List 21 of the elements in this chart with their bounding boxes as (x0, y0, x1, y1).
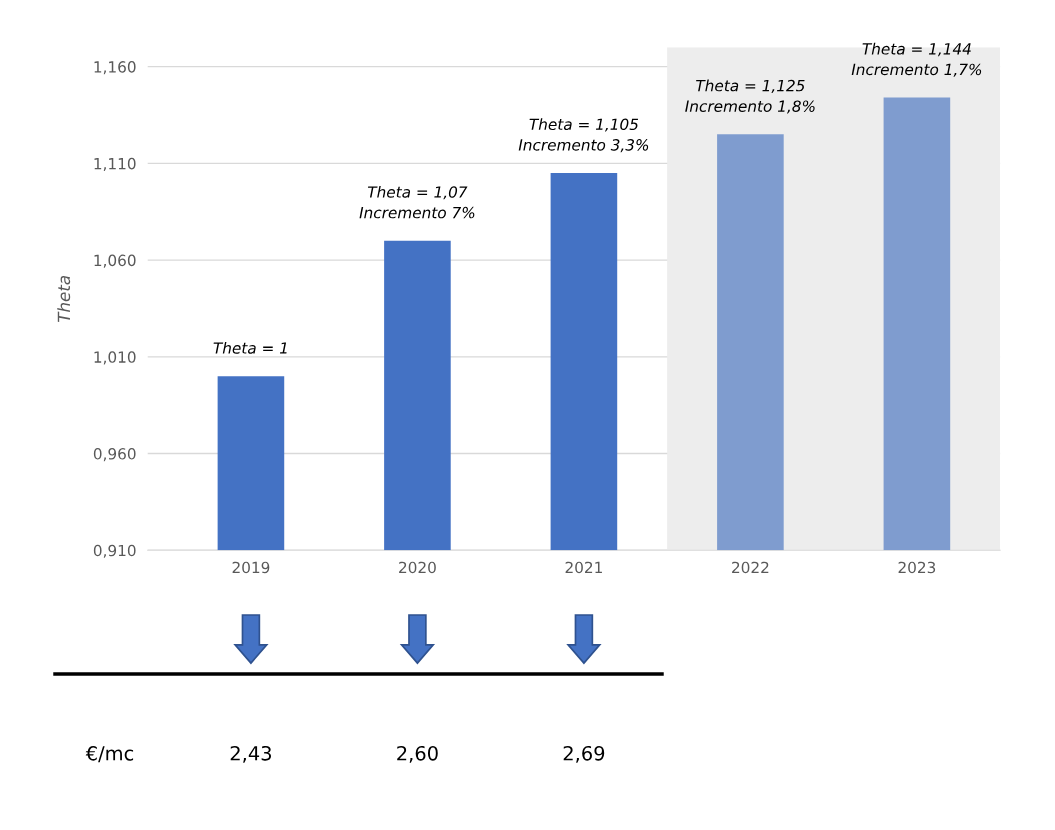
x-tick-label: 2019 (232, 561, 270, 574)
y-tick-label: 1,010 (94, 351, 136, 365)
text: €/mc (85, 745, 134, 763)
data-label: Theta = 1,105 Incremento 3,3% (518, 118, 649, 153)
y-tick-label: 1,110 (94, 157, 136, 171)
y-axis-title: Theta (57, 276, 71, 322)
data-label: Theta = 1,125 Incremento 1,8% (685, 79, 815, 114)
x-tick-label: 2023 (898, 561, 936, 574)
x-tick-label: 2022 (732, 561, 769, 574)
text: 2,60 (397, 745, 438, 763)
data-label: Theta = 1 (213, 341, 287, 354)
data-label: Theta = 1,07 Incremento 7% (359, 185, 475, 219)
y-tick-label: 0,960 (93, 448, 136, 462)
x-tick-label: 2020 (399, 561, 436, 574)
text: 2,69 (563, 745, 605, 763)
text: 2,43 (230, 745, 272, 763)
x-tick-label: 2021 (565, 561, 602, 574)
y-tick-label: 1,060 (94, 254, 136, 268)
data-label: Theta = 1,144 Incremento 1,7% (851, 42, 982, 77)
y-tick-label: 0,910 (93, 544, 136, 558)
y-tick-label: 1,160 (94, 61, 136, 75)
